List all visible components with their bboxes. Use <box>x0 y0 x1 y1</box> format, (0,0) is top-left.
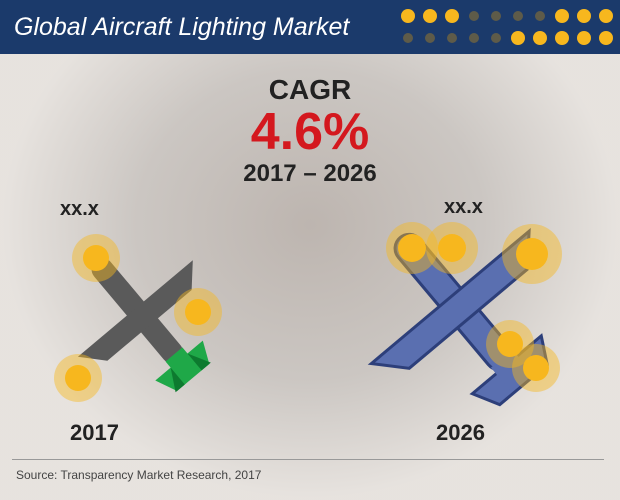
light-core <box>438 234 466 262</box>
header-title: Global Aircraft Lighting Market <box>14 13 349 42</box>
light-core <box>83 245 109 271</box>
light-core <box>65 365 91 391</box>
right-plane-year: 2026 <box>436 420 485 446</box>
infographic-container: Global Aircraft Lighting Market CAGR 4.6… <box>0 0 620 500</box>
light-core <box>398 234 426 262</box>
cagr-period: 2017 – 2026 <box>243 160 376 188</box>
header-bar: Global Aircraft Lighting Market <box>0 0 620 54</box>
cagr-value: 4.6% <box>243 106 376 158</box>
left-plane-year: 2017 <box>70 420 119 446</box>
light-core <box>185 299 211 325</box>
cagr-block: CAGR 4.6% 2017 – 2026 <box>243 74 376 188</box>
light-core <box>516 238 548 270</box>
header-dots-decoration <box>400 0 620 54</box>
source-text: Source: Transparency Market Research, 20… <box>16 468 261 482</box>
left-plane-value: xx.x <box>60 198 99 221</box>
cagr-label: CAGR <box>243 74 376 106</box>
divider <box>12 459 604 460</box>
light-core <box>523 355 549 381</box>
